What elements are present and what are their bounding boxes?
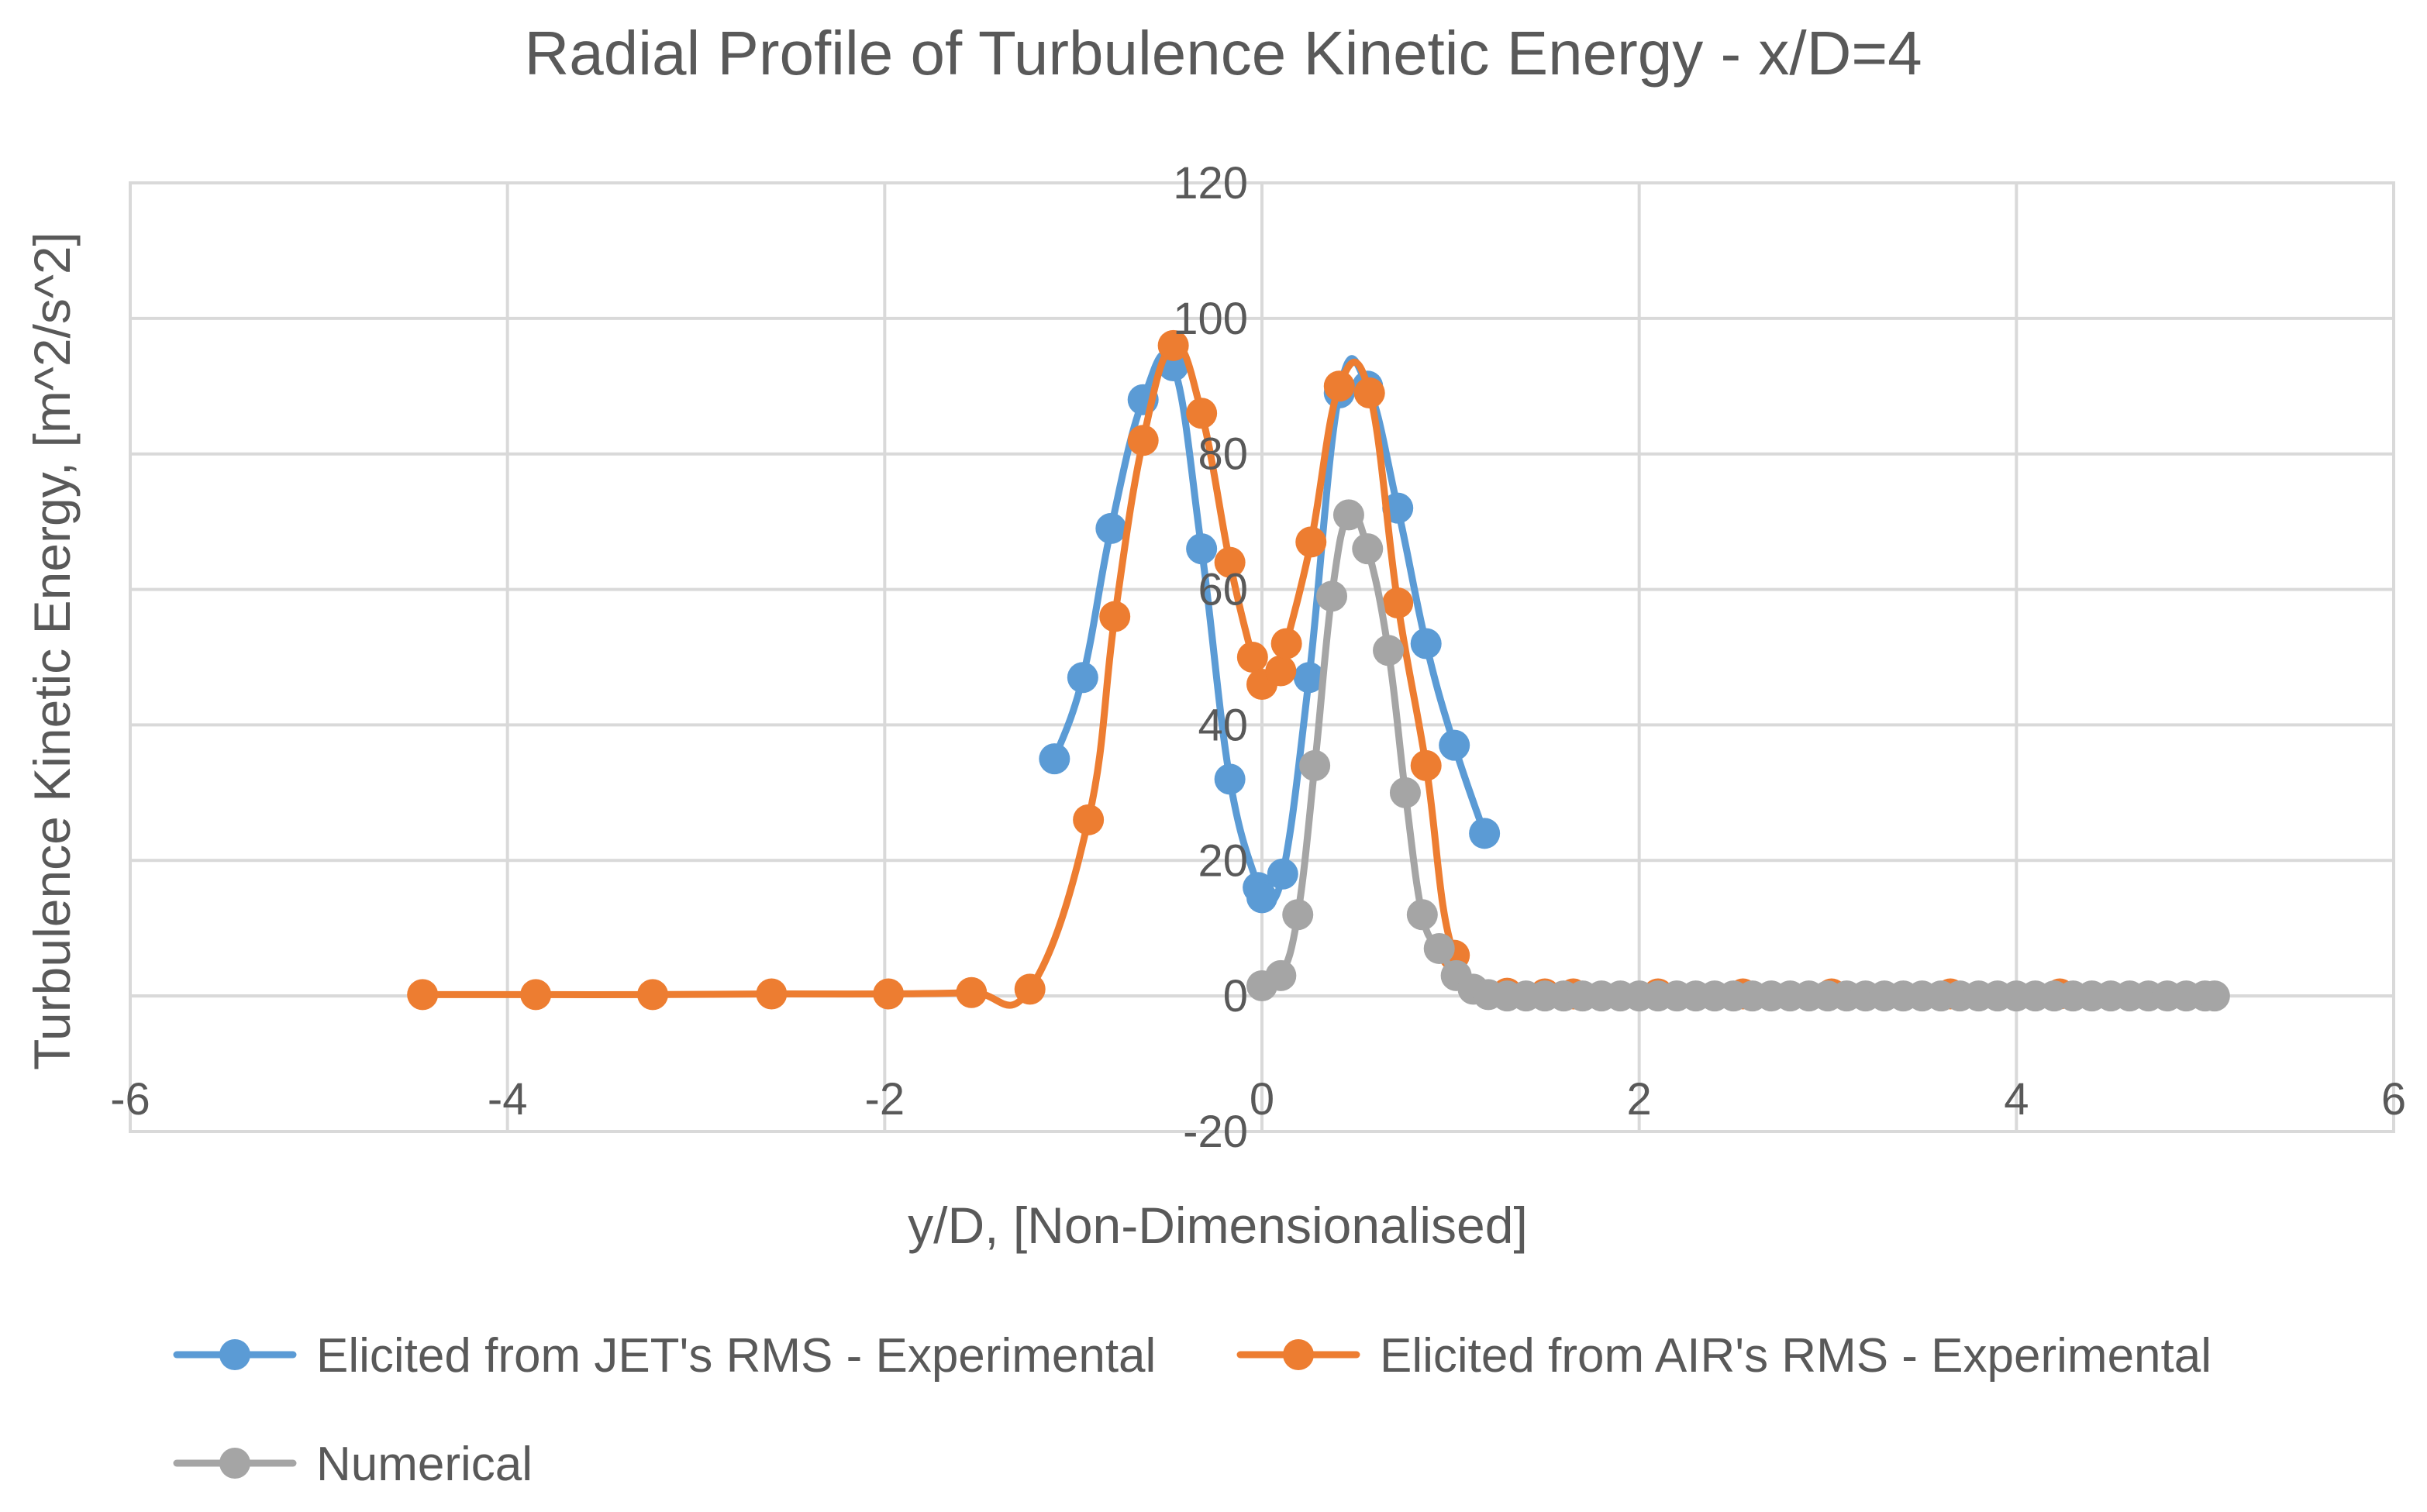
data-point <box>1382 587 1414 619</box>
data-point <box>1295 526 1327 558</box>
data-point <box>1410 749 1442 781</box>
data-point <box>1246 882 1277 914</box>
data-point <box>1439 729 1470 761</box>
data-point <box>1352 533 1384 565</box>
data-point <box>1270 628 1302 660</box>
data-point <box>1373 635 1405 666</box>
data-point <box>1332 499 1364 531</box>
y-axis-title: Turbulence Kinetic Energy, [m^2/s^2] <box>23 232 81 1070</box>
legend-marker <box>1283 1339 1314 1370</box>
data-point <box>407 979 439 1011</box>
x-tick-label: -6 <box>110 1074 150 1125</box>
data-point <box>1406 899 1438 931</box>
data-point <box>1323 370 1355 402</box>
data-point <box>2198 980 2230 1012</box>
legend-item: Numerical <box>173 1438 533 1491</box>
series-3 <box>1246 499 2230 1012</box>
data-point <box>1236 642 1268 673</box>
data-point <box>520 979 552 1011</box>
data-point <box>1299 749 1331 781</box>
y-tick-label: 100 <box>1173 294 1248 344</box>
legend: Elicited from JET's RMS - Experimental El… <box>173 1329 2212 1491</box>
y-axis-ticks: -20 0 20 40 60 80 100 120 <box>1173 158 1248 1157</box>
data-point <box>1469 818 1501 849</box>
y-tick-label: 0 <box>1223 971 1248 1021</box>
x-axis-ticks: -6 -4 -2 0 2 4 6 <box>110 1074 2406 1125</box>
data-point <box>1099 601 1131 632</box>
data-point <box>1316 580 1348 612</box>
data-point <box>1410 628 1442 660</box>
legend-marker <box>219 1339 250 1370</box>
data-point <box>756 978 788 1010</box>
data-point <box>1389 777 1421 808</box>
y-tick-label: 20 <box>1198 835 1248 886</box>
x-tick-label: 6 <box>2381 1074 2406 1125</box>
series-layer <box>407 329 2230 1012</box>
data-point <box>1265 655 1297 687</box>
data-point <box>1095 512 1127 544</box>
data-point <box>1073 804 1105 835</box>
data-point <box>1293 662 1325 694</box>
x-tick-label: 0 <box>1250 1074 1274 1125</box>
chart-title: Radial Profile of Turbulence Kinetic Ene… <box>524 19 1922 88</box>
x-tick-label: -4 <box>488 1074 528 1125</box>
data-point <box>1014 973 1046 1005</box>
data-point <box>873 978 905 1010</box>
data-point <box>1127 425 1159 456</box>
x-tick-label: -2 <box>865 1074 905 1125</box>
data-point <box>1186 533 1218 565</box>
legend-item: Elicited from AIR's RMS - Experimental <box>1236 1329 2212 1383</box>
legend-label: Numerical <box>316 1438 533 1491</box>
data-point <box>1214 546 1246 578</box>
legend-item: Elicited from JET's RMS - Experimental <box>173 1329 1156 1383</box>
data-point <box>1157 329 1189 361</box>
series-line <box>1258 508 2218 1000</box>
x-tick-label: 2 <box>1627 1074 1652 1125</box>
y-tick-label: 40 <box>1198 700 1248 750</box>
data-point <box>1282 899 1314 931</box>
y-tick-label: -20 <box>1183 1107 1248 1157</box>
data-point <box>956 976 988 1008</box>
y-tick-label: 60 <box>1198 565 1248 615</box>
data-point <box>1265 959 1297 991</box>
legend-marker <box>219 1448 250 1479</box>
y-tick-label: 120 <box>1173 158 1248 208</box>
legend-label: Elicited from AIR's RMS - Experimental <box>1380 1329 2212 1383</box>
data-point <box>1067 662 1098 694</box>
data-point <box>1214 763 1246 795</box>
x-tick-label: 4 <box>2004 1074 2029 1125</box>
data-point <box>1039 743 1070 775</box>
data-point <box>1353 377 1385 409</box>
data-point <box>637 979 669 1011</box>
data-point <box>1186 398 1218 429</box>
data-point <box>1267 858 1298 890</box>
x-axis-title: y/D, [Non-Dimensionalised] <box>908 1197 1528 1254</box>
legend-label: Elicited from JET's RMS - Experimental <box>316 1329 1156 1383</box>
data-point <box>1423 932 1455 964</box>
y-tick-label: 80 <box>1198 429 1248 480</box>
